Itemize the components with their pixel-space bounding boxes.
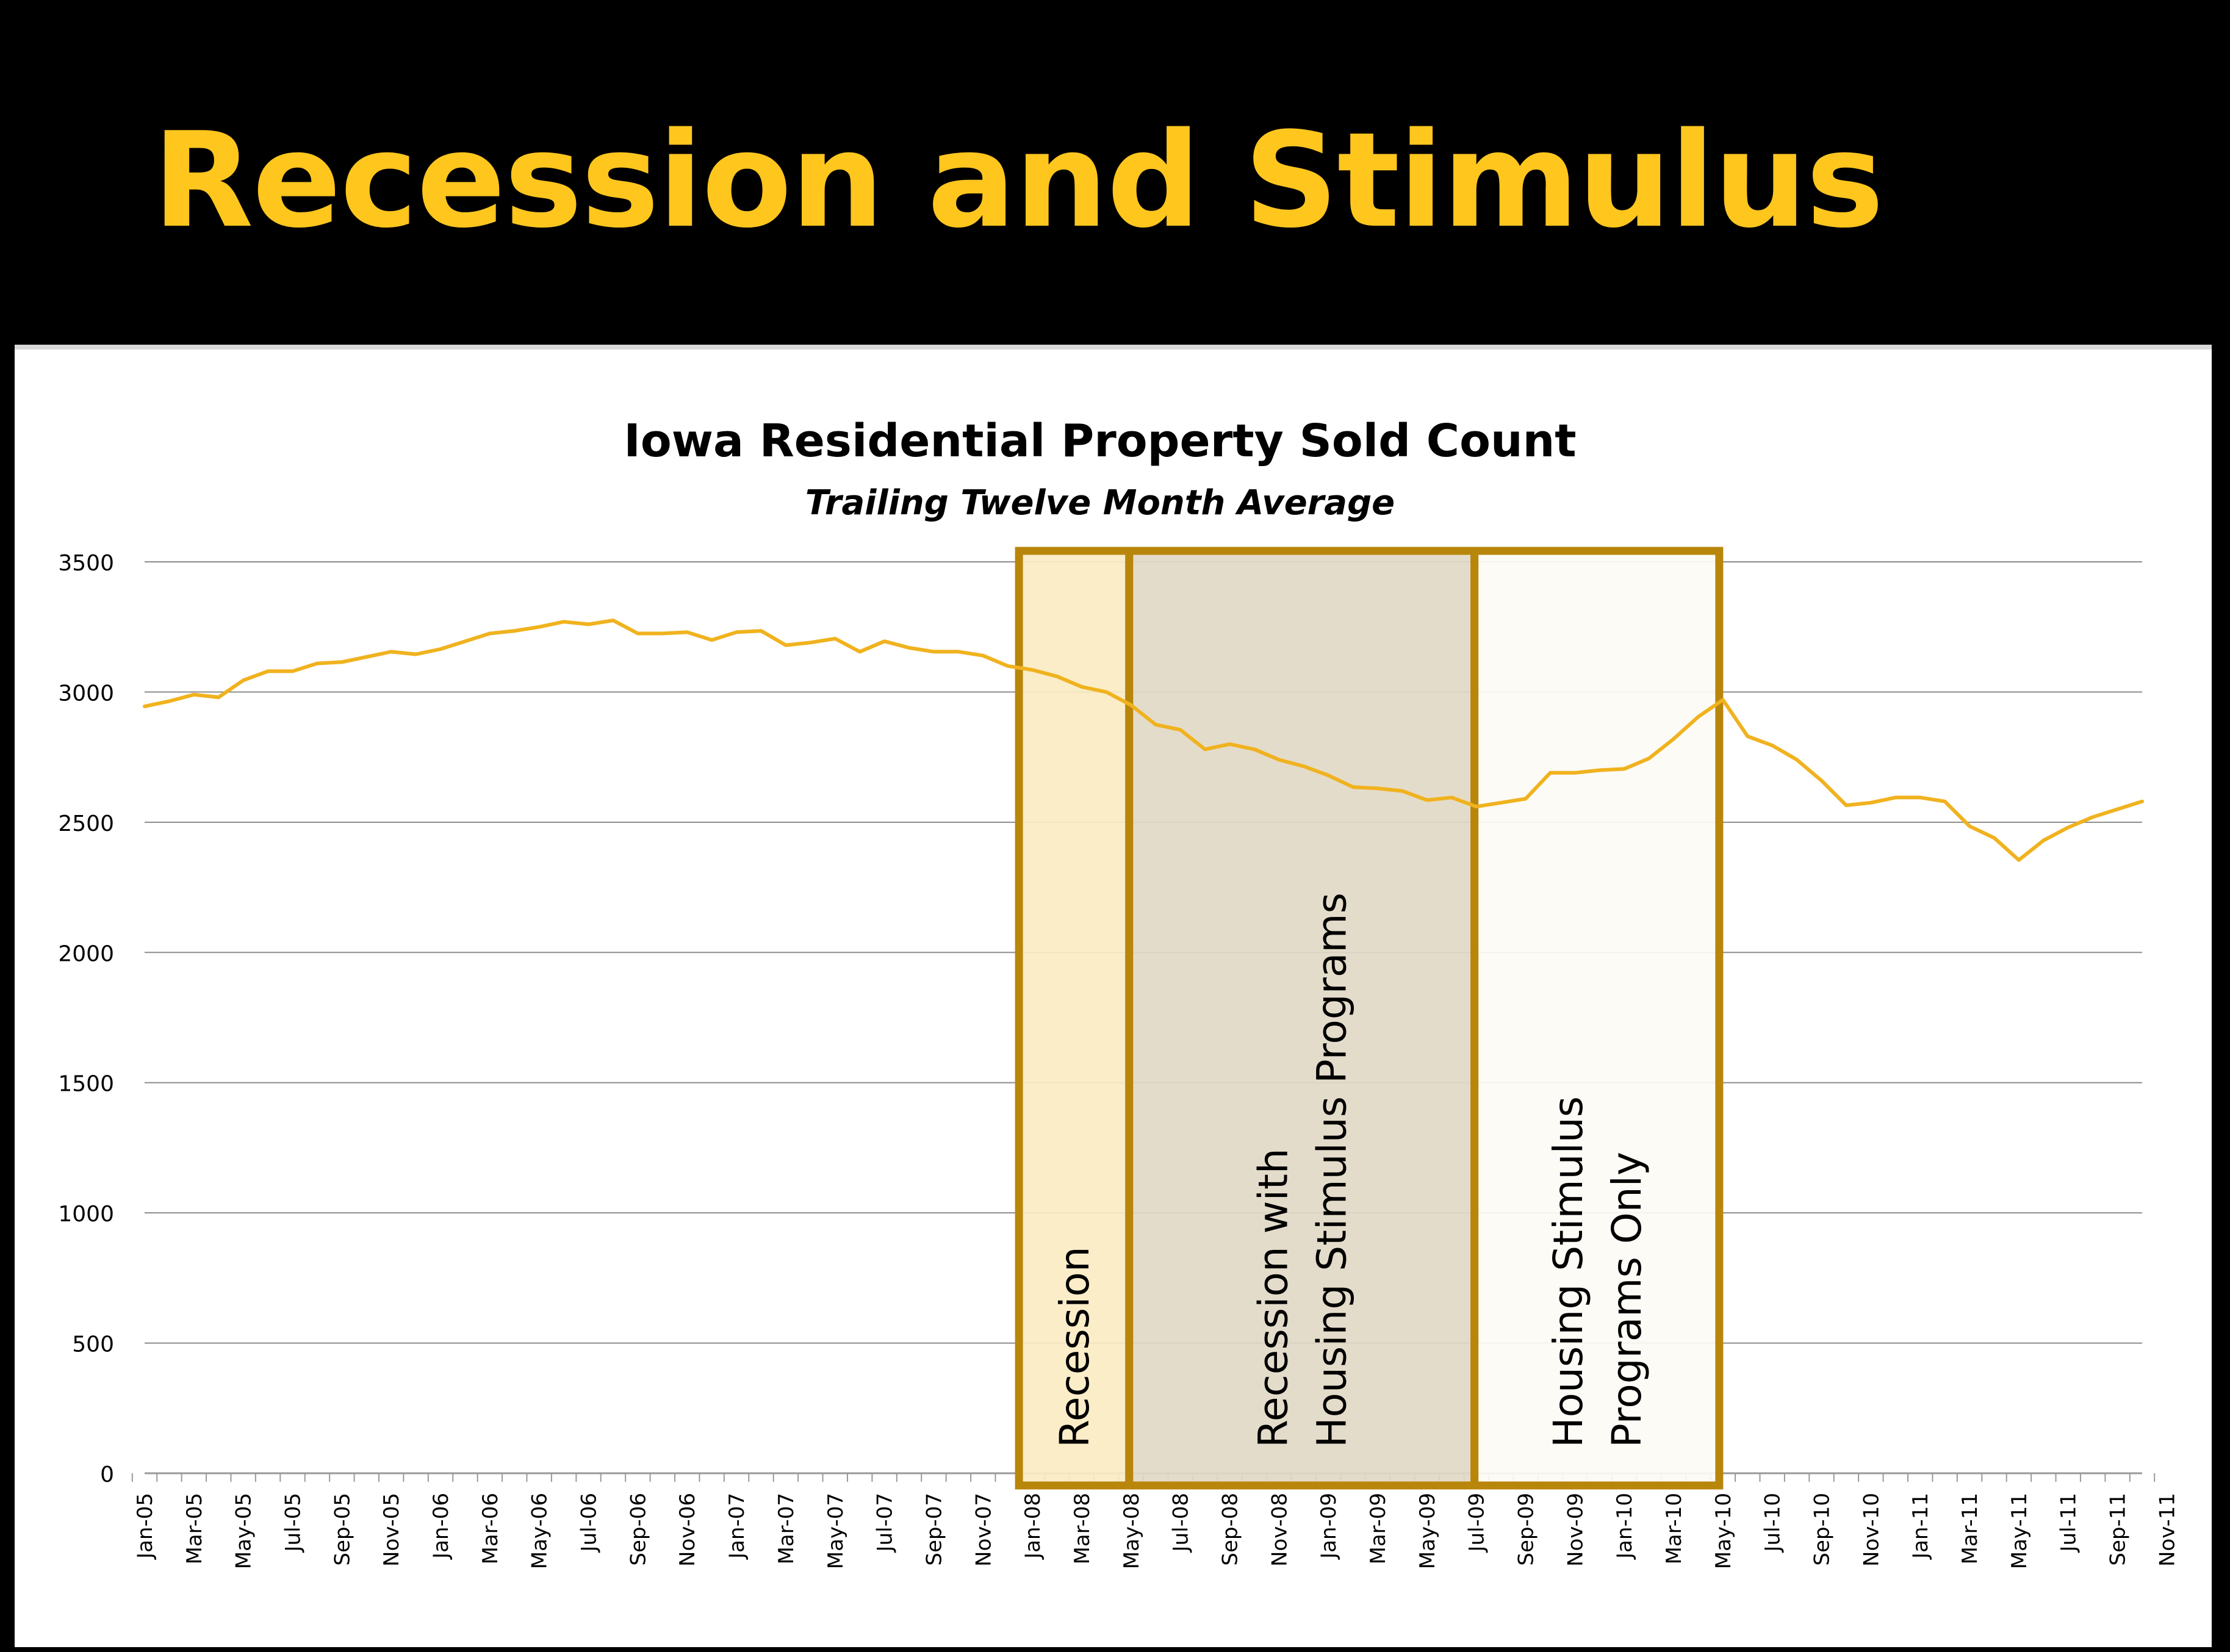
y-tick-label: 1500 <box>58 1072 114 1097</box>
x-tick-label: May-10 <box>1711 1493 1736 1569</box>
annotation-labels: Recession Recession with Housing Stimulus … <box>1051 892 1650 1448</box>
x-tick-label: Jan-08 <box>1021 1493 1045 1560</box>
x-tick-label: Mar-08 <box>1070 1493 1095 1565</box>
x-tick-label: May-08 <box>1120 1493 1144 1569</box>
x-tick-label: Sep-09 <box>1514 1493 1539 1566</box>
x-tick-label: Jan-09 <box>1317 1493 1341 1560</box>
x-tick-label: Jul-06 <box>577 1493 602 1553</box>
x-tick-label: Jan-10 <box>1613 1493 1637 1560</box>
series-line <box>143 619 2144 862</box>
annotation-band <box>1125 547 1479 1490</box>
annotation-bands <box>1015 547 1724 1490</box>
x-tick-label: Mar-10 <box>1662 1493 1686 1565</box>
y-tick-label: 500 <box>72 1332 114 1357</box>
x-tick-label: Sep-10 <box>1810 1493 1835 1566</box>
x-tick-label: Nov-10 <box>1859 1493 1883 1567</box>
x-tick-label: Nov-05 <box>379 1493 404 1567</box>
y-tick-label: 2500 <box>58 811 114 836</box>
x-tick-label: Jul-08 <box>1169 1493 1193 1553</box>
y-tick-label: 0 <box>100 1462 114 1487</box>
x-tick-label: May-05 <box>232 1493 256 1569</box>
annotation-label: Recession with <box>1250 1148 1297 1448</box>
x-tick-label: Sep-06 <box>626 1493 650 1566</box>
y-axis: 0 500 1000 1500 2000 2500 3000 3500 <box>58 551 114 1487</box>
x-tick-label: Jul-11 <box>2057 1493 2081 1553</box>
x-tick-label: Jan-06 <box>429 1493 453 1560</box>
x-tick-label: Jan-07 <box>725 1493 749 1560</box>
x-tick-label: Mar-06 <box>478 1493 503 1565</box>
x-tick-label: Nov-11 <box>2155 1493 2179 1567</box>
x-tick-label: Jan-11 <box>1908 1493 1933 1560</box>
x-tick-label: Sep-11 <box>2106 1493 2131 1566</box>
x-tick-label: Mar-11 <box>1958 1493 1982 1565</box>
annotation-band <box>1470 547 1724 1490</box>
annotation-label: Housing Stimulus Programs <box>1308 892 1355 1448</box>
x-tick-label: Mar-05 <box>182 1493 207 1565</box>
annotation-label: Housing Stimulus <box>1545 1096 1592 1448</box>
x-tick-label: Nov-07 <box>971 1493 996 1567</box>
x-tick-label: Jul-09 <box>1465 1493 1489 1553</box>
x-tick-label: Mar-07 <box>774 1493 799 1565</box>
x-tick-label: Sep-07 <box>922 1493 946 1566</box>
x-tick-label: Jul-10 <box>1761 1493 1785 1553</box>
y-tick-label: 3500 <box>58 551 114 576</box>
x-tick-label: May-09 <box>1415 1493 1440 1569</box>
line-chart: Iowa Residential Property Sold Count Tra… <box>58 415 2179 1569</box>
x-tick-label: Mar-09 <box>1366 1493 1390 1565</box>
x-tick-label: Nov-08 <box>1267 1493 1292 1567</box>
x-tick-label: Nov-06 <box>675 1493 700 1567</box>
x-tick-label: Nov-09 <box>1563 1493 1588 1567</box>
y-tick-label: 1000 <box>58 1202 114 1227</box>
series-layer <box>143 619 2144 862</box>
x-tick-label: May-07 <box>824 1493 848 1569</box>
chart-title: Iowa Residential Property Sold Count <box>624 415 1576 467</box>
slide-title: Recession and Stimulus <box>153 104 1884 257</box>
y-tick-label: 3000 <box>58 681 114 706</box>
chart-panel: Iowa Residential Property Sold Count Tra… <box>15 345 2212 1647</box>
x-tick-label: Jan-05 <box>133 1493 157 1560</box>
x-tick-label: May-11 <box>2007 1493 2032 1569</box>
annotation-label: Programs Only <box>1603 1152 1650 1448</box>
x-tick-label: Jul-05 <box>281 1493 306 1553</box>
annotation-label: Recession <box>1051 1246 1098 1448</box>
y-tick-label: 2000 <box>58 941 114 966</box>
chart-subtitle: Trailing Twelve Month Average <box>805 483 1395 523</box>
x-axis: Jan-05 Mar-05 May-05 Jul-05 Sep-05 Nov-05 Jan-… <box>131 1473 2179 1569</box>
x-tick-label: Jul-07 <box>873 1493 897 1553</box>
x-tick-label: May-06 <box>528 1493 552 1569</box>
x-tick-label: Sep-08 <box>1218 1493 1242 1566</box>
x-tick-label: Sep-05 <box>330 1493 354 1566</box>
